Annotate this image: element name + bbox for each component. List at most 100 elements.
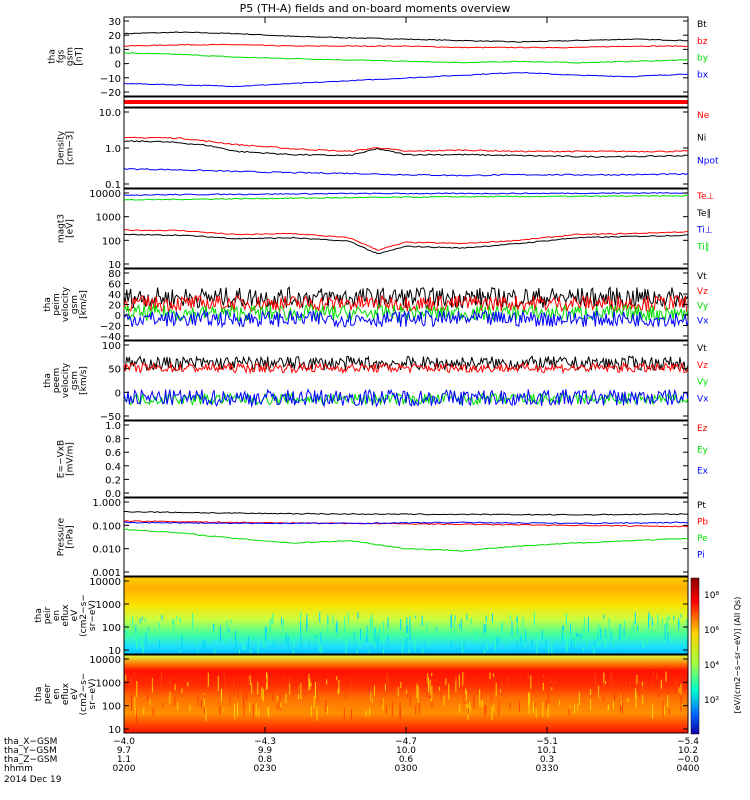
y-tick-label: 10000 (89, 655, 121, 666)
y-tick-label: 10 (108, 646, 121, 657)
legend-label: Vy (697, 302, 709, 312)
legend-label: Te∥ (696, 209, 711, 219)
y-tick-label: 0.8 (105, 435, 121, 446)
series-line-Pe (123, 528, 689, 552)
y-tick-label: 10 (108, 260, 121, 271)
y-axis-label: tha (43, 373, 53, 388)
y-tick-label: 20 (108, 31, 121, 42)
y-tick-label: −20 (100, 88, 121, 99)
series-line-Te∥ (124, 233, 689, 255)
y-tick-label: 0.100 (92, 521, 121, 532)
y-tick-label: 100 (102, 623, 121, 634)
y-tick-label: 100 (102, 236, 121, 247)
legend-label: Pb (697, 518, 708, 528)
xaxis-row-label: tha_Z−GSM (4, 755, 57, 765)
y-axis-label: eflux (61, 604, 71, 627)
xaxis-row-value: 0400 (677, 764, 700, 774)
series-line-Pi (123, 521, 688, 525)
colorbar-tick-label: 10⁸ (704, 591, 719, 601)
xaxis-row-value: 0.8 (258, 755, 273, 765)
legend-label: by (697, 54, 709, 64)
xaxis-row-value: 10.0 (396, 746, 416, 756)
colorbar-tick-label: 10⁴ (704, 661, 719, 671)
legend-label: bz (697, 37, 708, 47)
y-tick-label: 50 (108, 365, 121, 376)
y-axis-label: [km/s] (79, 366, 89, 395)
y-tick-label: 0.010 (92, 545, 121, 556)
series-line-Ne (123, 136, 689, 153)
y-tick-label: 0 (115, 60, 121, 71)
plot-title: P5 (TH-A) fields and on-board moments ov… (239, 2, 511, 15)
series-line-Ti∥ (123, 194, 689, 201)
y-tick-label: 1000 (96, 213, 121, 224)
y-axis-label: gsm (70, 295, 80, 314)
y-tick-label: 0.4 (105, 462, 121, 473)
xaxis-row-value: −5.4 (677, 737, 699, 747)
status-bar (124, 100, 688, 104)
panel-frame (123, 340, 689, 421)
series-line-Bt (123, 31, 688, 43)
xaxis-row-value: 0.3 (540, 755, 554, 765)
legend-label: Ti∥ (696, 242, 709, 252)
y-axis-label: [nPa] (66, 525, 76, 548)
xaxis-row-value: −4.0 (113, 737, 135, 747)
legend-label: Ez (697, 424, 708, 434)
y-tick-label: −10 (100, 74, 121, 85)
y-axis-label: tha (48, 49, 58, 64)
series-line-Vz (123, 294, 689, 314)
colorbar-tick-label: 10⁶ (704, 626, 719, 636)
xaxis-row-value: 9.9 (258, 746, 273, 756)
y-axis-label: [km/s] (79, 290, 89, 319)
spectrogram-fill (124, 655, 688, 733)
y-axis-label: en (52, 610, 62, 621)
y-axis-label: tha (34, 608, 44, 623)
xaxis-row-value: 0300 (395, 764, 418, 774)
legend-label: Vy (697, 378, 709, 388)
legend-label: Vx (697, 316, 709, 326)
legend-label: Ni (697, 134, 706, 144)
y-axis-label: tha (34, 687, 44, 702)
y-tick-label: 40 (108, 290, 121, 301)
xaxis-row-value: −5.1 (536, 737, 558, 747)
y-axis-label: peir (43, 606, 53, 624)
legend-label: Ti⊥ (696, 226, 713, 236)
legend-label: Pi (697, 551, 705, 561)
y-axis-label: peim (52, 293, 62, 316)
y-tick-label: 0.6 (105, 448, 121, 459)
series-line-Pb (123, 520, 689, 528)
legend-label: Vz (697, 287, 708, 297)
colorbar (690, 577, 700, 735)
series-line-bz (123, 43, 689, 49)
y-axis-label: gsm (66, 47, 76, 66)
xaxis-row-value: 0200 (113, 764, 136, 774)
y-tick-label: 0.001 (92, 568, 121, 579)
legend-label: Bt (697, 20, 707, 30)
legend-label: Ey (697, 445, 709, 455)
xaxis-row-label: tha_Y−GSM (4, 746, 57, 756)
series-line-Vx (123, 308, 689, 329)
series-line-bx (123, 71, 689, 88)
y-tick-label: 100 (102, 341, 121, 352)
xaxis-row-value: 0.6 (399, 755, 414, 765)
y-axis-label: [cm−3] (66, 131, 76, 165)
y-tick-label: 0.1 (105, 180, 121, 191)
y-tick-label: 60 (108, 280, 121, 291)
y-tick-label: 10.0 (99, 108, 121, 119)
y-axis-label: sr−eV) (88, 678, 98, 709)
xaxis-row-value: 10.1 (537, 746, 557, 756)
y-axis-label: eflux (61, 682, 71, 705)
xaxis-row-value: 9.7 (117, 746, 131, 756)
panel-frame (123, 107, 689, 189)
legend-label: Ne (697, 111, 710, 121)
y-axis-label: Density (57, 130, 67, 165)
spectrogram (124, 655, 688, 733)
legend-label: Vx (697, 394, 709, 404)
panel-frame (123, 188, 689, 269)
y-axis-label: peem (52, 368, 62, 394)
xaxis-row-value: −0.0 (677, 755, 699, 765)
y-axis-label: tha (43, 297, 53, 312)
xaxis-row-label: tha_X−GSM (4, 737, 57, 747)
y-axis-label: velocity (61, 286, 71, 322)
panel-frame (123, 497, 689, 577)
y-axis-label: velocity (61, 362, 71, 398)
